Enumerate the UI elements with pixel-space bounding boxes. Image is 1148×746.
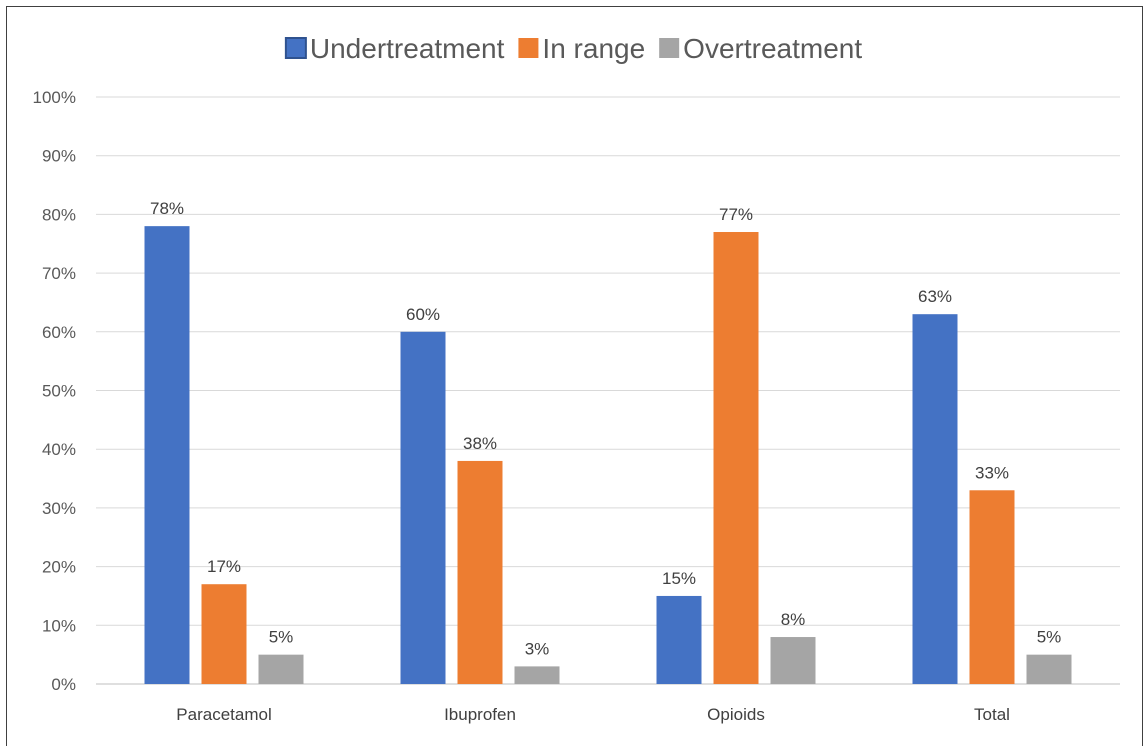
- legend-label: Overtreatment: [683, 33, 862, 64]
- bar-undertreatment-opioids: [656, 595, 702, 684]
- y-tick-label: 30%: [42, 499, 76, 518]
- y-tick-label: 70%: [42, 264, 76, 283]
- bar-overtreatment-ibuprofen: [514, 666, 560, 684]
- y-tick-label: 50%: [42, 382, 76, 401]
- legend-swatch-in-range: [518, 38, 539, 58]
- bar-undertreatment-paracetamol: [144, 226, 190, 684]
- data-label: 17%: [207, 557, 241, 576]
- y-tick-label: 80%: [42, 205, 76, 224]
- y-tick-label: 20%: [42, 558, 76, 577]
- legend-label: In range: [542, 33, 645, 64]
- data-label: 60%: [406, 305, 440, 324]
- y-tick-label: 100%: [33, 88, 76, 107]
- data-label: 15%: [662, 569, 696, 588]
- y-tick-label: 40%: [42, 440, 76, 459]
- bar-in-range-opioids: [713, 232, 759, 684]
- legend-swatch-overtreatment: [659, 38, 680, 58]
- bar-overtreatment-opioids: [770, 637, 816, 684]
- data-label: 5%: [269, 628, 294, 647]
- y-tick-label: 0%: [51, 675, 76, 694]
- data-label: 8%: [781, 610, 806, 629]
- x-category-label: Total: [974, 705, 1010, 724]
- data-label: 33%: [975, 463, 1009, 482]
- data-label: 77%: [719, 205, 753, 224]
- data-label: 5%: [1037, 628, 1062, 647]
- bar-undertreatment-total: [912, 314, 958, 684]
- bar-undertreatment-ibuprofen: [400, 331, 446, 684]
- data-label: 3%: [525, 639, 550, 658]
- x-category-label: Opioids: [707, 705, 765, 724]
- x-category-label: Ibuprofen: [444, 705, 516, 724]
- data-label: 63%: [918, 287, 952, 306]
- y-tick-label: 60%: [42, 323, 76, 342]
- data-label: 38%: [463, 434, 497, 453]
- y-tick-label: 10%: [42, 616, 76, 635]
- bar-overtreatment-paracetamol: [258, 654, 304, 684]
- bar-in-range-ibuprofen: [457, 460, 503, 684]
- bar-overtreatment-total: [1026, 654, 1072, 684]
- bar-in-range-total: [969, 490, 1015, 684]
- legend-label: Undertreatment: [310, 33, 505, 64]
- y-tick-label: 90%: [42, 147, 76, 166]
- data-label: 78%: [150, 199, 184, 218]
- bar-in-range-paracetamol: [201, 584, 247, 684]
- x-category-label: Paracetamol: [176, 705, 271, 724]
- legend-swatch-undertreatment: [284, 37, 307, 59]
